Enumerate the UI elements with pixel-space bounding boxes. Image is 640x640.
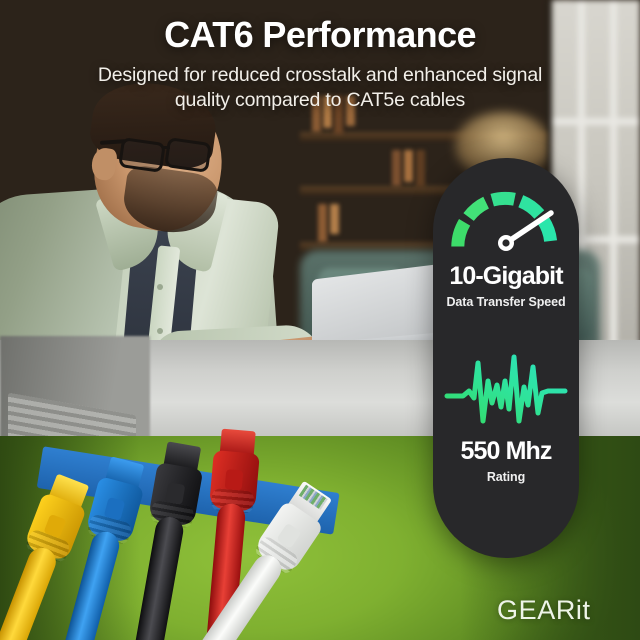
- book: [404, 150, 413, 182]
- book: [334, 96, 343, 134]
- waveform-signal-icon: [443, 351, 569, 429]
- bookshelf-shelf: [300, 186, 550, 195]
- book: [392, 150, 401, 186]
- page-title: CAT6 Performance: [164, 14, 476, 55]
- eyeglasses-lens-left: [118, 137, 166, 173]
- feature-value: 10-Gigabit: [449, 262, 563, 290]
- brand-logo-secondary: it: [575, 595, 591, 625]
- cable-latch-clip: [224, 469, 244, 491]
- bookshelf-shelf: [300, 132, 550, 141]
- feature-badge-panel: 10-Gigabit Data Transfer Speed 550 M: [433, 158, 579, 558]
- book: [312, 96, 321, 132]
- feature-mhz-rating: 550 Mhz Rating: [433, 335, 579, 484]
- speedometer-gauge-icon: [446, 180, 566, 254]
- bookshelf-shelf: [300, 242, 550, 251]
- feature-label: Rating: [486, 470, 526, 484]
- book: [323, 96, 332, 128]
- page-subtitle-line-1: Designed for reduced crosstalk and enhan…: [97, 63, 543, 86]
- page-subtitle: Designed for reduced crosstalk and enhan…: [0, 54, 640, 113]
- eyeglasses-bridge: [162, 146, 170, 149]
- page-subtitle-line-2: quality compared to CAT5e cables: [174, 88, 466, 111]
- person-using-laptop: [0, 75, 341, 414]
- shirt-button: [157, 284, 163, 290]
- book: [330, 204, 339, 234]
- book: [346, 96, 355, 126]
- feature-value: 550 Mhz: [460, 437, 553, 465]
- book: [318, 204, 327, 242]
- shirt-button: [157, 328, 163, 334]
- eyeglasses-lens-right: [164, 137, 212, 173]
- brand-logo: GEARit: [497, 597, 591, 624]
- feature-label: Data Transfer Speed: [446, 295, 566, 309]
- feature-data-transfer-speed: 10-Gigabit Data Transfer Speed: [433, 158, 579, 309]
- book: [416, 150, 425, 187]
- header-block: CAT6 Performance Designed for reduced cr…: [0, 0, 640, 113]
- brand-logo-primary: GEAR: [497, 595, 576, 625]
